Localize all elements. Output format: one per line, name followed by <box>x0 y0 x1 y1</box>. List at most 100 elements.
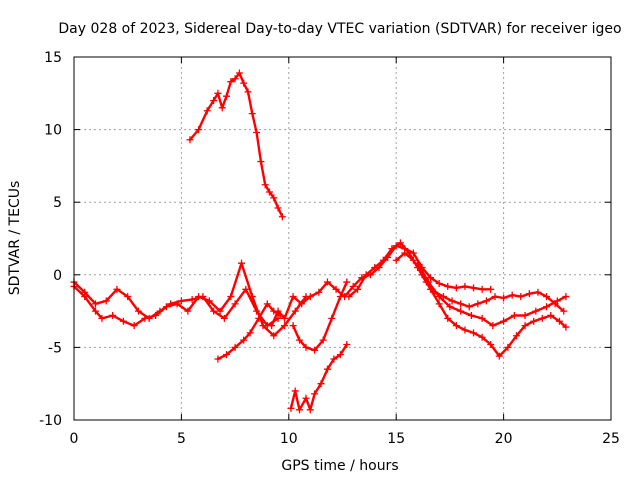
data-point-marker <box>113 285 121 293</box>
x-tick-label: 5 <box>177 431 186 447</box>
data-point-marker <box>517 293 525 301</box>
data-point-marker <box>296 406 304 414</box>
data-point-marker <box>543 293 551 301</box>
data-point-marker <box>547 311 555 319</box>
data-point-marker <box>343 278 351 286</box>
data-point-marker <box>253 129 261 137</box>
data-point-marker <box>195 126 203 134</box>
y-tick-label: -10 <box>39 413 62 429</box>
series-track-h <box>214 300 284 363</box>
data-point-marker <box>134 307 142 315</box>
data-point-marker <box>435 293 443 301</box>
series-line <box>270 244 492 327</box>
series-line <box>347 241 565 313</box>
data-point-marker <box>328 314 336 322</box>
data-point-marker <box>487 285 495 293</box>
data-series <box>70 69 570 414</box>
data-point-marker <box>371 264 379 272</box>
data-point-marker <box>562 293 570 301</box>
data-point-marker <box>435 300 443 308</box>
data-point-marker <box>504 343 512 351</box>
data-point-marker <box>315 288 323 296</box>
x-tick-label: 25 <box>602 431 620 447</box>
data-point-marker <box>173 300 181 308</box>
data-point-marker <box>470 284 478 292</box>
data-point-marker <box>274 204 282 212</box>
data-point-marker <box>218 104 226 112</box>
data-point-marker <box>525 290 533 298</box>
data-point-marker <box>330 355 338 363</box>
y-tick-label: 0 <box>53 268 62 284</box>
data-point-marker <box>270 332 278 340</box>
data-point-marker <box>446 303 454 311</box>
data-point-marker <box>220 314 228 322</box>
y-tick-label: -5 <box>48 340 62 356</box>
data-point-marker <box>223 92 231 100</box>
series-track-e <box>392 249 570 360</box>
data-point-marker <box>119 317 127 325</box>
data-point-marker <box>510 311 518 319</box>
data-point-marker <box>470 329 478 337</box>
data-point-marker <box>323 365 331 373</box>
data-point-marker <box>534 288 542 296</box>
data-point-marker <box>414 259 422 267</box>
series-line <box>72 280 280 327</box>
data-point-marker <box>306 406 314 414</box>
data-point-marker <box>354 285 362 293</box>
series-low-arc <box>287 340 351 414</box>
data-point-marker <box>553 297 561 305</box>
data-point-marker <box>512 332 520 340</box>
series-track-b <box>70 259 310 340</box>
data-point-marker <box>186 136 194 144</box>
data-point-marker <box>268 322 276 330</box>
series-line <box>291 280 348 352</box>
data-point-marker <box>291 387 299 395</box>
series-line <box>188 71 284 218</box>
data-point-marker <box>388 245 396 253</box>
data-point-marker <box>231 300 239 308</box>
data-point-marker <box>489 322 497 330</box>
data-point-marker <box>203 107 211 115</box>
y-tick-label: 10 <box>44 123 62 139</box>
data-point-marker <box>532 307 540 315</box>
series-track-g <box>289 278 351 354</box>
data-point-marker <box>270 194 278 202</box>
plot-border <box>73 56 612 421</box>
data-point-marker <box>478 314 486 322</box>
data-point-marker <box>289 322 297 330</box>
data-point-marker <box>141 314 149 322</box>
data-point-marker <box>287 404 295 412</box>
data-point-marker <box>461 326 469 334</box>
data-point-marker <box>298 300 306 308</box>
data-point-marker <box>491 293 499 301</box>
data-point-marker <box>538 314 546 322</box>
data-point-marker <box>332 285 340 293</box>
data-point-marker <box>244 88 252 96</box>
y-tick-label: 5 <box>53 195 62 211</box>
data-point-marker <box>276 311 284 319</box>
data-point-marker <box>478 285 486 293</box>
data-point-marker <box>152 311 160 319</box>
data-point-marker <box>91 307 99 315</box>
data-point-marker <box>311 390 319 398</box>
grid <box>74 57 611 420</box>
data-point-marker <box>238 259 246 267</box>
data-point-marker <box>124 293 132 301</box>
x-axis-label: GPS time / hours <box>281 458 398 474</box>
data-point-marker <box>495 352 503 360</box>
data-point-marker <box>177 297 185 305</box>
data-point-marker <box>296 336 304 344</box>
data-point-marker <box>257 158 265 166</box>
data-point-marker <box>195 293 203 301</box>
data-point-marker <box>343 340 351 348</box>
data-point-marker <box>248 110 256 118</box>
data-point-marker <box>461 282 469 290</box>
data-point-marker <box>231 75 239 83</box>
data-point-marker <box>392 256 400 264</box>
data-point-marker <box>259 322 267 330</box>
data-point-marker <box>205 297 213 305</box>
data-point-marker <box>500 294 508 302</box>
data-point-marker <box>427 274 435 282</box>
data-point-marker <box>379 256 387 264</box>
x-tick-label: 20 <box>495 431 513 447</box>
